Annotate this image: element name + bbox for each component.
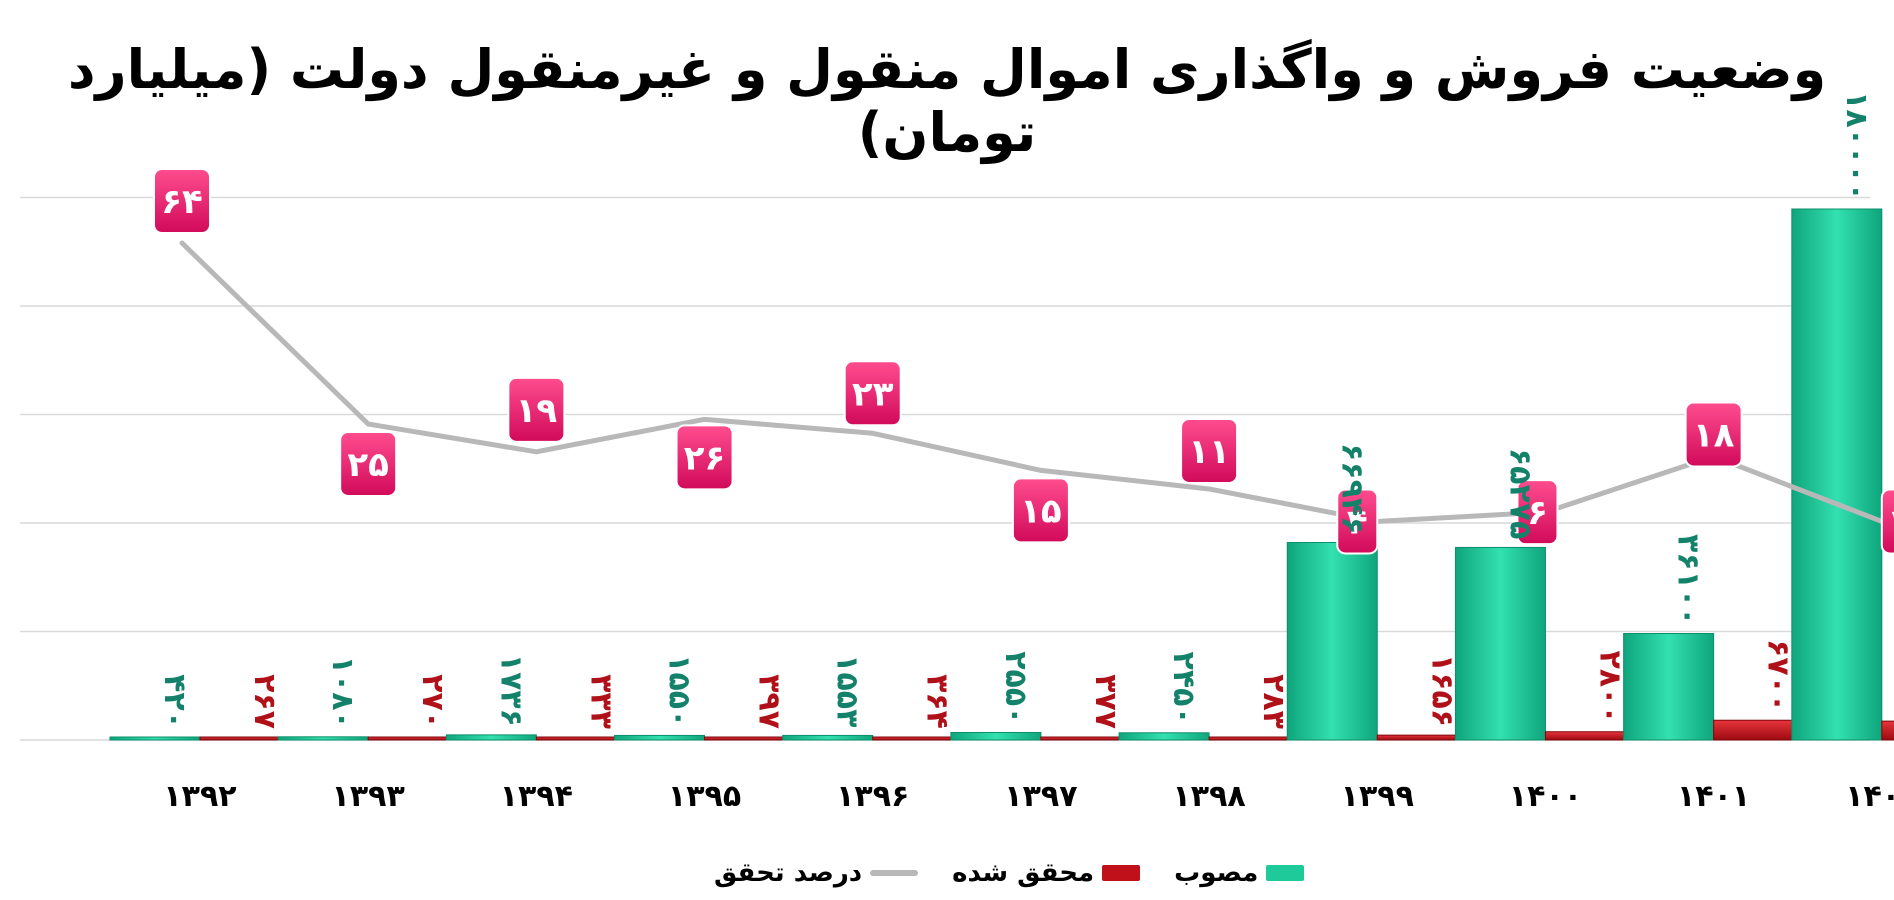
bar-realized	[1376, 734, 1468, 741]
x-tick-label: ۱۳۹۶	[836, 779, 909, 814]
percent-badge	[675, 424, 734, 491]
x-tick-label: ۱۴۰۰	[1509, 779, 1582, 814]
percent-badge	[1336, 488, 1379, 555]
bar-realized	[1040, 736, 1132, 741]
data-label-realized: ۲۷۰	[415, 674, 450, 729]
percent-label: ۴	[1347, 502, 1368, 542]
x-tick-label: ۱۳۹۳	[332, 779, 405, 814]
data-label-realized: ۶۷۰۰	[1761, 639, 1796, 712]
x-tick-label: ۱۳۹۴	[500, 779, 573, 814]
data-label-realized: ۳۹۷	[752, 674, 787, 729]
percent-badge	[339, 430, 398, 497]
bar-approved	[277, 736, 369, 741]
legend-label-percent: درصد تحقق	[714, 858, 863, 888]
percent-label: ۲۳	[852, 374, 894, 414]
chart-title: وضعیت فروش و واگذاری اموال منقول و غیرمن…	[67, 38, 1827, 164]
chart-legend: مصوب محقق شده درصد تحقق	[680, 853, 1305, 893]
legend-item-percent: درصد تحقق	[714, 858, 919, 888]
bar-approved	[950, 731, 1042, 741]
bar-realized	[1713, 719, 1805, 741]
percent-label: ۶۴	[161, 182, 203, 222]
data-label-approved: ۳۶۱۰۰	[1671, 534, 1706, 626]
legend-swatch-approved	[1266, 865, 1305, 881]
bar-approved	[109, 736, 201, 741]
data-label-realized: ۲۸۰۰	[1592, 650, 1627, 723]
data-label-realized: ۲۶۷	[247, 674, 282, 729]
bar-realized	[1544, 731, 1636, 741]
data-label-approved: ۲۵۵۰	[998, 651, 1033, 724]
bar-approved	[1791, 208, 1883, 741]
percent-label: ۱۵	[1020, 491, 1062, 531]
bar-approved	[614, 734, 706, 741]
percent-badge	[507, 376, 566, 443]
legend-swatch-realized	[1102, 865, 1141, 881]
data-label-realized: ۱۶۵۶	[1424, 654, 1459, 727]
line-percent	[179, 240, 1885, 524]
percent-label: ۲۶	[684, 438, 726, 478]
percent-label: ۶	[1527, 493, 1548, 533]
data-label-approved: ۱۷۳۶	[493, 654, 528, 727]
percent-label: ۱۱	[1188, 432, 1230, 472]
legend-item-approved: مصوب	[1174, 858, 1305, 888]
data-label-realized: ۲۸۳	[1256, 674, 1291, 729]
x-tick-label: ۱۳۹۷	[1004, 779, 1077, 814]
bar-realized	[704, 736, 796, 741]
percent-badge	[843, 360, 902, 427]
x-tick-label: ۱۳۹۹	[1341, 779, 1414, 814]
bar-realized	[199, 736, 291, 741]
data-label-approved: ۱۸۰۰۰۰	[1839, 91, 1874, 201]
bar-approved	[1118, 732, 1210, 741]
data-label-realized: ۳۷۷	[1088, 674, 1123, 729]
x-tick-label: ۱۳۹۲	[163, 779, 236, 814]
bar-approved	[1623, 633, 1715, 741]
data-label-approved: ۱۰۸۰	[325, 656, 360, 729]
bar-approved	[445, 734, 537, 741]
percent-badge	[1180, 417, 1239, 484]
percent-label: ۲۵	[347, 445, 389, 485]
data-label-approved: ۶۶۹۴۶	[1334, 443, 1369, 535]
data-label-realized: ۳۳۳	[583, 674, 618, 729]
x-tick-label: ۱۳۹۸	[1172, 779, 1245, 814]
bar-realized	[1881, 720, 1894, 741]
data-label-approved: ۱۵۵۳	[830, 654, 865, 727]
bar-approved	[1286, 542, 1378, 741]
data-label-approved: ۴۲۰	[157, 674, 192, 729]
percent-badge	[1516, 479, 1559, 546]
bar-realized	[535, 736, 627, 741]
bar-approved	[782, 734, 874, 741]
percent-label: ۱۹	[516, 391, 558, 431]
legend-label-realized: محقق شده	[952, 858, 1095, 888]
bar-realized	[1208, 736, 1300, 741]
x-tick-label: ۱۴۰۱	[1677, 779, 1750, 814]
percent-badge	[1011, 477, 1070, 544]
percent-badge	[1684, 401, 1743, 468]
data-label-approved: ۱۵۵۰	[662, 654, 697, 727]
percent-badge	[153, 168, 211, 234]
bar-approved	[1454, 546, 1546, 741]
data-label-approved: ۲۴۵۰	[1166, 652, 1201, 725]
x-tick-label: ۱۳۹۵	[668, 779, 741, 814]
percent-badge	[1880, 488, 1894, 555]
legend-item-realized: محقق شده	[952, 858, 1141, 888]
legend-label-approved: مصوب	[1174, 858, 1259, 888]
legend-swatch-percent	[870, 870, 919, 876]
x-tick-label: ۱۴۰۲	[1845, 779, 1894, 814]
bar-realized	[872, 736, 964, 741]
percent-label: ۱۸	[1693, 415, 1735, 455]
percent-label: ۴	[1891, 502, 1894, 542]
data-label-approved: ۶۵۲۷۵	[1502, 448, 1537, 540]
bar-realized	[367, 736, 459, 741]
data-label-realized: ۳۶۴	[920, 674, 955, 729]
